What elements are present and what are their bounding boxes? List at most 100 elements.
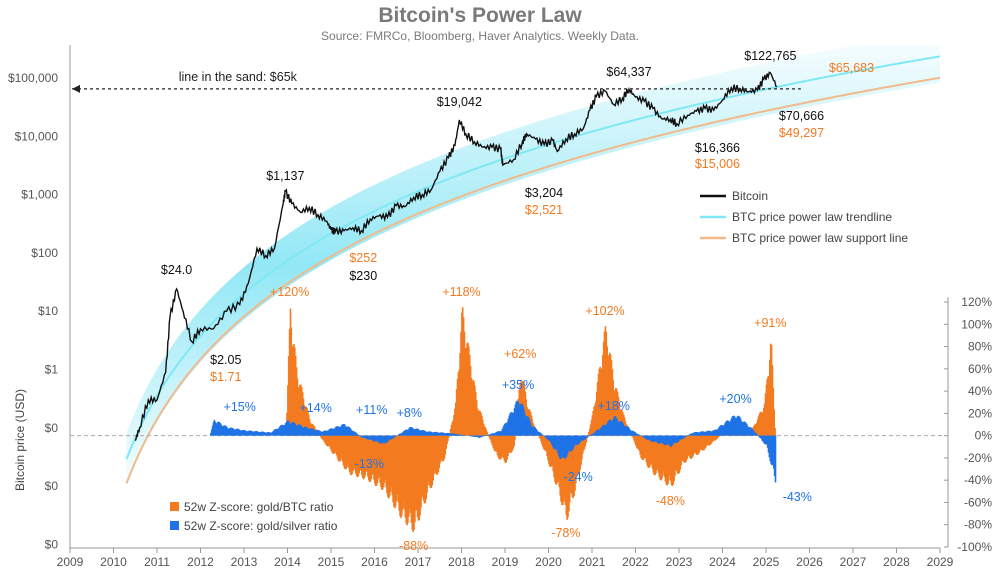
gold-btc-bar [405, 435, 407, 524]
gold-silver-bar [544, 435, 546, 437]
gold-btc-bar [375, 435, 378, 486]
gold-btc-bar [301, 387, 303, 436]
gold-silver-bar [690, 433, 692, 436]
gold-btc-bar [461, 307, 464, 436]
gold-silver-bar [515, 401, 517, 436]
gold-silver-bar [596, 430, 598, 436]
gold-silver-bar [727, 420, 730, 436]
gold-btc-bar [475, 392, 477, 436]
gold-btc-bar [582, 435, 584, 454]
gold-silver-bar [706, 430, 709, 436]
gold-silver-bar [640, 435, 643, 437]
gold-silver-bar [622, 423, 624, 436]
gold-silver-bar [225, 426, 228, 436]
gold-silver-bar [364, 435, 367, 439]
gold-silver-bar [382, 435, 384, 443]
gold-btc-bar [462, 317, 465, 436]
gold-btc-bar [607, 360, 609, 436]
gold-silver-bar [267, 432, 270, 436]
gold-btc-bar [302, 398, 305, 436]
gold-silver-bar [347, 426, 350, 436]
gold-btc-bar [683, 435, 686, 463]
gold-silver-bar [624, 426, 626, 436]
gold-silver-bar [489, 434, 491, 436]
gold-btc-bar [714, 435, 716, 441]
gold-silver-bar [250, 430, 252, 436]
gold-btc-bar [598, 368, 601, 436]
gold-btc-bar [603, 331, 606, 436]
gold-btc-bar [414, 435, 416, 523]
gold-silver-bar [412, 429, 415, 436]
gold-silver-bar [237, 429, 240, 436]
gold-silver-bar [741, 423, 744, 436]
gold-silver-bar [545, 435, 547, 438]
gold-btc-bar [359, 435, 361, 470]
gold-silver-bar [481, 435, 484, 437]
gold-silver-bar [222, 426, 224, 436]
gold-silver-bar [581, 435, 584, 441]
gold-silver-bar [237, 428, 239, 436]
gold-silver-bar [669, 435, 671, 447]
gold-silver-bar [660, 435, 663, 443]
gold-silver-bar [312, 429, 315, 436]
gold-silver-bar [538, 431, 540, 436]
gold-btc-bar [403, 435, 406, 509]
gold-btc-bar [770, 344, 773, 436]
y-left-tick-label: $100 [31, 246, 58, 260]
gold-silver-bar [770, 435, 772, 465]
gold-btc-bar [347, 435, 349, 465]
x-tick-label: 2020 [535, 555, 562, 569]
gold-btc-bar [328, 435, 331, 447]
gold-silver-bar [423, 430, 425, 436]
gold-btc-bar [433, 435, 435, 475]
gold-btc-bar [605, 331, 608, 436]
gold-silver-bar [702, 431, 705, 436]
gold-silver-bar [356, 433, 358, 436]
gold-silver-bar [521, 404, 524, 436]
gold-btc-bar [471, 381, 474, 436]
gold-btc-bar [616, 391, 619, 436]
gold-silver-bar [650, 435, 652, 442]
gold-silver-bar [373, 435, 376, 442]
gold-silver-bar [767, 435, 770, 453]
gold-silver-bar [618, 422, 620, 436]
gold-btc-bar [666, 435, 668, 486]
gold-btc-bar [464, 348, 467, 436]
gold-silver-bar [289, 423, 291, 436]
gold-silver-bar [239, 430, 242, 436]
annotation-label: +15% [224, 400, 256, 414]
gold-btc-bar [682, 435, 684, 461]
gold-btc-bar [465, 348, 467, 436]
gold-btc-bar [439, 435, 441, 464]
gold-silver-bar [637, 434, 639, 436]
gold-silver-bar [573, 435, 576, 446]
gold-silver-bar [406, 429, 409, 436]
gold-btc-bar [589, 424, 592, 436]
gold-silver-bar [480, 435, 483, 437]
gold-silver-bar [437, 432, 439, 436]
gold-btc-bar [322, 435, 325, 441]
gold-btc-bar [549, 435, 552, 468]
gold-silver-bar [475, 435, 477, 437]
gold-silver-bar [495, 432, 497, 436]
gold-btc-bar [488, 435, 491, 439]
gold-btc-bar [575, 435, 578, 475]
gold-silver-bar [625, 426, 627, 436]
legend-label: Bitcoin [732, 189, 768, 203]
gold-silver-bar [493, 433, 496, 436]
gold-btc-bar [290, 327, 293, 436]
gold-silver-bar [722, 425, 725, 436]
gold-silver-bar [388, 435, 390, 440]
gold-btc-bar [642, 435, 644, 461]
gold-silver-bar [438, 432, 440, 436]
gold-btc-bar [613, 391, 615, 436]
gold-silver-bar [305, 427, 308, 436]
gold-btc-bar [325, 435, 327, 446]
gold-btc-bar [493, 435, 495, 450]
gold-silver-bar [280, 425, 283, 436]
gold-btc-bar [773, 409, 775, 436]
gold-silver-bar [498, 431, 501, 436]
gold-silver-bar [338, 427, 341, 436]
gold-silver-bar [649, 435, 651, 441]
gold-btc-bar [431, 435, 434, 486]
